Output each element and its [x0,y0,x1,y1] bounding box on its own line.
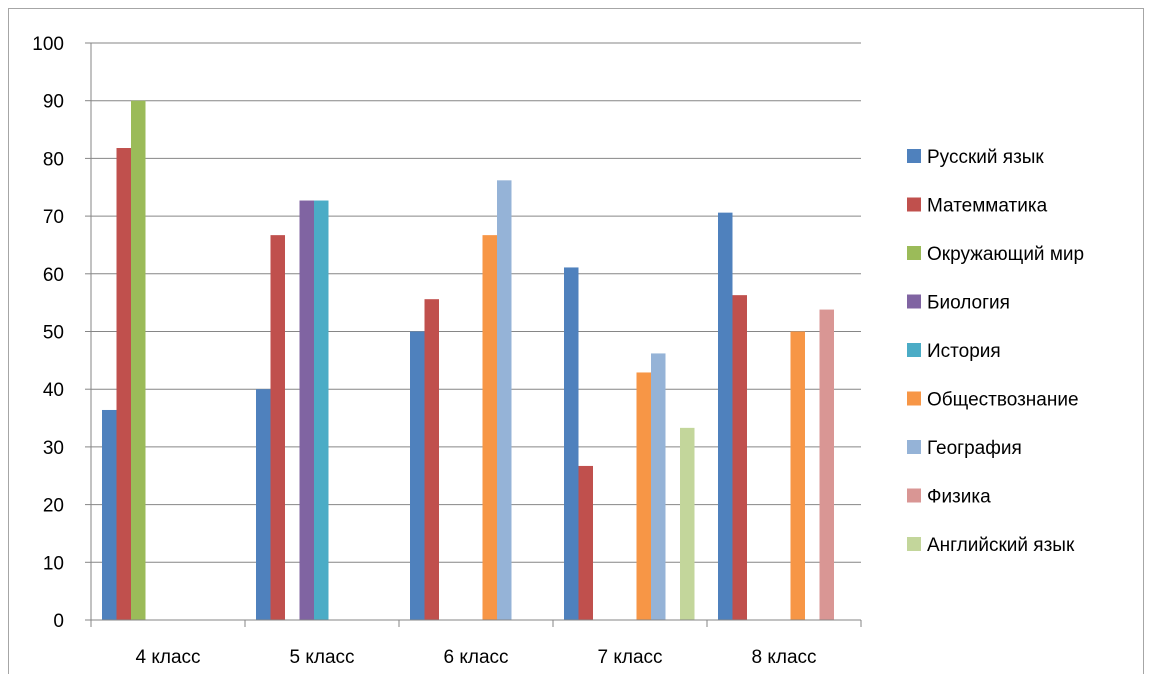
y-tick-label: 30 [43,438,64,459]
bar [270,235,285,621]
bar [256,389,271,620]
x-tick-label: 5 класс [289,647,354,668]
bar [497,180,512,621]
bar [410,331,425,620]
bar [718,212,733,620]
gridlines [91,42,861,563]
legend-swatch [907,343,921,357]
bars [102,100,834,621]
legend: Русский язык Матемматика Окружающий мир Био… [907,147,1084,556]
y-tick-label: 0 [53,611,64,632]
chart-frame [8,8,1144,674]
bar [424,299,439,620]
y-tick-label: 10 [43,553,64,574]
legend-swatch [907,294,921,309]
legend-swatch [907,488,921,503]
legend-swatch [907,440,921,454]
legend-label: Окружающий мир [927,244,1084,265]
legend-label: География [927,438,1022,459]
y-tick-label: 70 [43,207,64,228]
legend-swatch [907,537,921,551]
legend-label: Биология [927,293,1010,314]
bar [102,409,117,620]
y-tick-label: 80 [43,149,64,170]
axes [85,42,862,627]
y-tick-label: 60 [43,265,64,286]
y-tick-label: 40 [43,380,64,401]
bar [819,309,834,620]
legend-swatch [907,246,921,260]
legend-label: Русский язык [927,147,1044,168]
bar [790,331,805,620]
bar [116,148,131,620]
legend-label: Физика [927,487,991,508]
bar [564,267,579,620]
y-tick-label: 50 [43,323,64,344]
bar [732,295,747,620]
bar [636,372,651,620]
x-tick-label: 8 класс [751,647,816,668]
x-tick-label: 6 класс [443,647,508,668]
legend-swatch [907,197,921,212]
legend-swatch [907,391,921,406]
legend-label: Обществознание [927,390,1079,411]
x-tick-label: 7 класс [597,647,662,668]
y-axis-ticks: 0 10 20 30 40 50 60 70 80 90 100 [32,34,64,632]
y-tick-label: 100 [32,34,64,55]
bar [651,353,666,620]
y-tick-label: 20 [43,496,64,517]
legend-swatch [907,149,921,163]
y-tick-label: 90 [43,92,64,113]
legend-label: Матемматика [927,196,1048,217]
x-tick-label: 4 класс [135,647,200,668]
bar [131,100,146,620]
bar [482,235,497,621]
bar [680,427,695,620]
bar [299,200,314,620]
legend-label: Английский язык [927,535,1075,556]
legend-label: История [927,341,1001,362]
x-axis-ticks: 4 класс 5 класс 6 класс 7 класс 8 класс [135,647,816,668]
bar [314,200,329,620]
bar [578,465,593,620]
